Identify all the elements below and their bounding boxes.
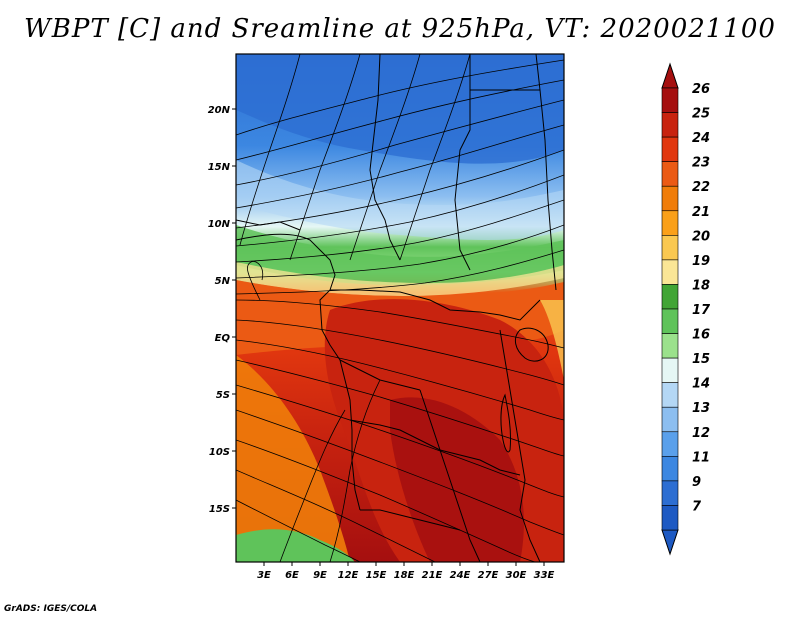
colorbar-label: 21 xyxy=(692,205,710,220)
colorbar-swatch xyxy=(661,185,679,212)
colorbar-swatch xyxy=(661,382,679,408)
lat-label: 10N xyxy=(208,219,231,230)
colorbar-swatch xyxy=(661,505,679,531)
colorbar-swatch xyxy=(661,357,679,383)
lat-label: 10S xyxy=(209,447,230,458)
colorbar-label: 24 xyxy=(692,131,710,146)
chart-title: WBPT [C] and Sreamline at 925hPa, VT: 20… xyxy=(24,14,776,44)
lon-label: 18E xyxy=(394,570,415,581)
lon-label: 12E xyxy=(338,570,359,581)
lat-label: 5S xyxy=(216,390,230,401)
colorbar-swatch xyxy=(661,284,679,310)
plot-frame xyxy=(235,53,565,563)
colorbar-swatch xyxy=(661,480,679,506)
colorbar-swatch xyxy=(661,112,679,138)
lon-label: 27E xyxy=(478,570,499,581)
colorbar-label: 16 xyxy=(692,328,710,343)
wbpt-field xyxy=(236,54,564,562)
colorbar-swatch xyxy=(661,136,679,162)
colorbar-swatch xyxy=(661,456,679,482)
lon-label: 33E xyxy=(534,570,555,581)
colorbar-top-arrow xyxy=(661,62,679,89)
colorbar-label: 11 xyxy=(692,450,710,465)
lat-label: EQ xyxy=(215,333,231,344)
lat-label: 15S xyxy=(209,504,230,515)
colorbar-label: 14 xyxy=(692,377,710,392)
colorbar-label: 13 xyxy=(692,401,710,416)
lon-label: 6E xyxy=(285,570,299,581)
lat-axis: 20N 15N 10N 5N EQ 5S 10S 15S xyxy=(208,105,236,515)
colorbar-swatch xyxy=(661,431,679,457)
lon-axis: 3E 6E 9E 12E 15E 18E 21E 24E 27E 30E 33E xyxy=(257,562,555,581)
lat-label: 15N xyxy=(208,162,231,173)
colorbar-swatch xyxy=(661,406,679,433)
streamlines xyxy=(236,54,564,562)
credit-text: GrADS: IGES/COLA xyxy=(4,604,98,614)
lon-label: 9E xyxy=(313,570,327,581)
lat-label: 5N xyxy=(215,276,231,287)
colorbar-bottom-arrow xyxy=(661,529,679,556)
colorbar-label: 17 xyxy=(692,303,711,318)
colorbar-swatch xyxy=(661,87,679,113)
colorbar-swatch xyxy=(661,235,679,261)
colorbar-label: 18 xyxy=(692,278,710,293)
colorbar-label: 23 xyxy=(692,156,710,171)
lon-label: 21E xyxy=(422,570,443,581)
colorbar-label: 22 xyxy=(692,180,710,195)
country-borders xyxy=(236,54,557,562)
colorbar-label: 7 xyxy=(692,499,702,514)
lat-label: 20N xyxy=(208,105,231,116)
colorbar-label: 20 xyxy=(692,229,710,244)
colorbar-label: 12 xyxy=(692,426,710,441)
colorbar-swatch xyxy=(661,210,679,236)
lakes xyxy=(500,327,549,453)
colorbar-swatch xyxy=(661,333,679,359)
colorbar-swatch xyxy=(661,308,679,334)
colorbar-swatch xyxy=(661,259,679,285)
colorbar-label: 25 xyxy=(692,107,710,122)
colorbar-label: 9 xyxy=(692,475,701,490)
colorbar-label: 26 xyxy=(692,82,710,97)
lon-label: 15E xyxy=(366,570,387,581)
colorbar-label: 19 xyxy=(692,254,710,269)
colorbar-label: 15 xyxy=(692,352,710,367)
lon-label: 3E xyxy=(257,570,271,581)
colorbar: 26 25 24 23 22 21 20 19 18 17 16 15 14 13 12 11 9 7 xyxy=(661,62,711,556)
lon-label: 30E xyxy=(506,570,527,581)
lon-label: 24E xyxy=(450,570,471,581)
colorbar-swatch xyxy=(661,161,679,187)
